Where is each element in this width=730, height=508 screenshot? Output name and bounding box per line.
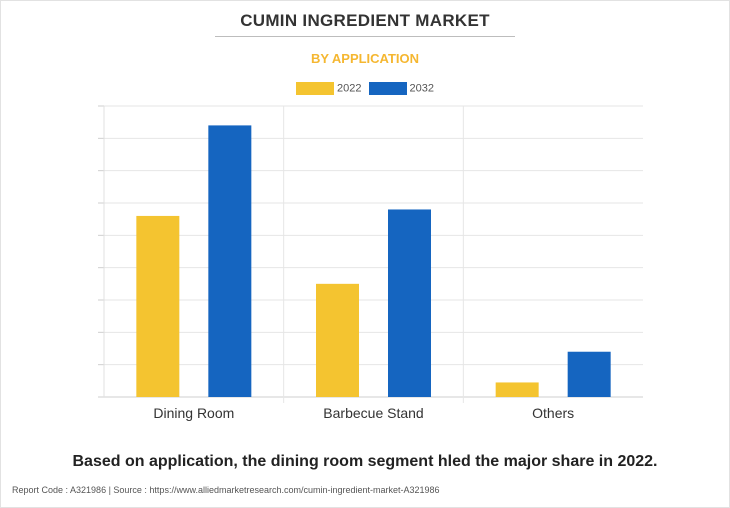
legend-item-2022: 2022: [295, 82, 362, 95]
bar-2022-others: [495, 382, 539, 397]
legend-label-2022: 2022: [336, 82, 362, 95]
title-divider: [215, 36, 515, 37]
legend-item-2032: 2032: [368, 82, 435, 95]
chart-subtitle: BY APPLICATION: [310, 51, 420, 66]
chart-title: CUMIN INGREDIENT MARKET: [240, 11, 490, 30]
bar-2032-barbecue-stand: [388, 209, 431, 397]
bar-2032-dining-room: [208, 125, 252, 398]
chart-legend: 2022 2032: [0, 82, 730, 95]
bar-2022-barbecue-stand: [316, 283, 359, 397]
legend-label-2032: 2032: [409, 82, 435, 95]
bar-chart: Dining Room Barbecue Stand Others: [98, 105, 643, 421]
x-tick-label: Others: [532, 405, 574, 421]
bar-2032-others: [567, 351, 611, 397]
legend-swatch-2032: [368, 82, 407, 95]
chart-caption: Based on application, the dining room se…: [72, 453, 658, 470]
report-footer: Report Code : A321986 | Source : https:/…: [12, 485, 440, 495]
legend-swatch-2022: [295, 82, 334, 95]
bar-2022-dining-room: [136, 215, 180, 397]
x-tick-label: Dining Room: [153, 405, 234, 421]
x-tick-label: Barbecue Stand: [323, 405, 423, 421]
